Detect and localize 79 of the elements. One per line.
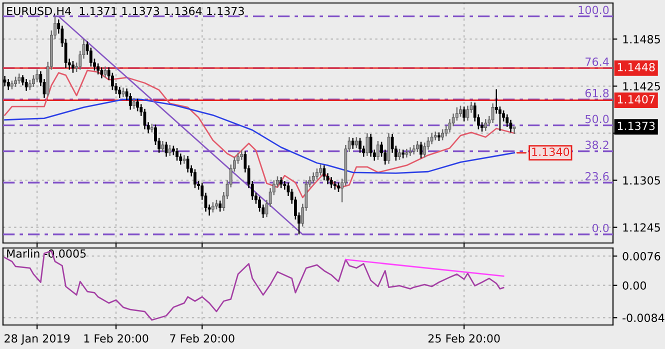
line-series [4, 70, 516, 198]
annotation: 100.0 [578, 6, 609, 14]
candlestick [168, 144, 172, 157]
annotation: 38.2 [586, 140, 608, 150]
candlestick [18, 72, 21, 84]
candlestick [194, 168, 196, 189]
candlestick [358, 137, 362, 154]
candlestick [322, 164, 326, 181]
candlestick [122, 87, 125, 98]
candlestick [164, 141, 168, 158]
candlestick [118, 86, 122, 99]
candlestick [211, 202, 214, 214]
candlestick [100, 66, 104, 79]
candlestick [136, 98, 140, 112]
candlestick [215, 199, 218, 210]
candlestick [462, 106, 466, 122]
y-tick-label: 1.1245 [623, 223, 660, 232]
candlestick [176, 147, 178, 162]
ref-line-label: 1.1407 [618, 95, 655, 104]
candlestick [186, 155, 190, 174]
x-tick-label: 28 Jan 2019 [4, 334, 70, 345]
candlestick [416, 140, 419, 153]
y-tick-label: -0.0084 [622, 314, 664, 322]
annotation: 23.6 [585, 172, 609, 180]
candlestick [240, 150, 244, 160]
candlestick [28, 79, 32, 91]
candlestick [408, 146, 412, 157]
candlestick [459, 105, 462, 118]
candlestick [491, 102, 494, 124]
candlestick [312, 172, 315, 184]
annotation: 76.4 [586, 58, 609, 66]
candlestick [14, 76, 18, 88]
candlestick [24, 78, 28, 92]
candlestick [319, 164, 322, 176]
candlestick [96, 62, 100, 75]
chart-title: EURUSD,H4 1.1371 1.1373 1.1364 1.1373 [7, 6, 244, 16]
candlestick [330, 176, 333, 189]
x-tick-label: 1 Feb 20:00 [84, 334, 148, 343]
annotation: 61.8 [585, 88, 609, 98]
y-tick-label: 0.00 [622, 281, 646, 290]
candlestick [36, 69, 39, 83]
candlestick [316, 168, 318, 180]
candlestick [441, 128, 444, 141]
candlestick [128, 92, 132, 110]
candlestick [420, 141, 422, 159]
candlestick [104, 66, 107, 78]
candlestick [143, 108, 146, 130]
candlestick [398, 148, 401, 160]
candlestick [132, 97, 136, 110]
candlestick [412, 144, 416, 155]
x-tick-label: 25 Feb 20:00 [428, 334, 500, 343]
candlestick [366, 132, 369, 157]
candlestick [466, 105, 470, 122]
candlestick [218, 200, 222, 212]
annotation: 50.0 [586, 114, 609, 124]
y-tick-label: 1.1425 [623, 82, 660, 91]
annotation: 1.1340 [532, 148, 570, 156]
y-tick-label: 1.1305 [623, 176, 660, 185]
y-tick-label: 0.0076 [622, 252, 660, 260]
candlestick [405, 148, 408, 158]
annotation: 0.0 [592, 224, 609, 232]
x-tick-label: 7 Feb 20:00 [170, 334, 234, 343]
line-series [4, 98, 516, 174]
candlestick [72, 60, 74, 74]
candlestick [376, 140, 380, 160]
candlestick [6, 78, 10, 91]
ref-line-label: 1.1448 [618, 62, 655, 72]
candlestick [280, 176, 283, 189]
candlestick [387, 132, 390, 164]
candlestick [182, 154, 186, 164]
annotation: 1.1373 [618, 122, 655, 130]
candlestick [337, 182, 340, 193]
candlestick [161, 140, 164, 153]
candlestick [369, 133, 372, 158]
candlestick [351, 137, 354, 150]
candlestick [484, 118, 488, 132]
line-series [4, 250, 504, 321]
candlestick [354, 136, 358, 149]
y-tick-label: 1.1485 [623, 35, 660, 44]
